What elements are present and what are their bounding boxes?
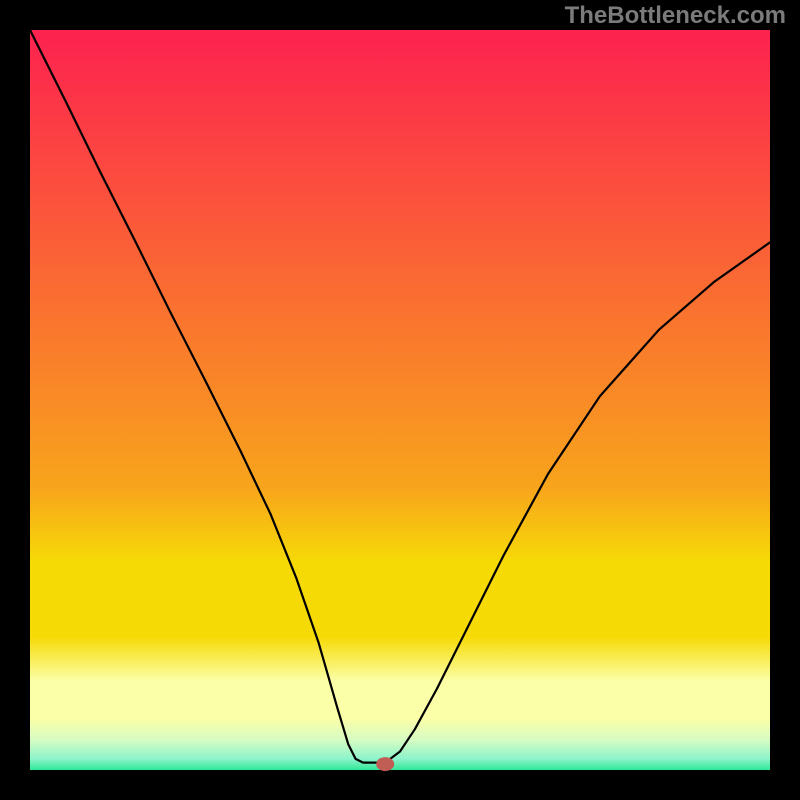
plot-background — [30, 30, 770, 770]
watermark-text: TheBottleneck.com — [565, 2, 786, 30]
minimum-marker — [376, 757, 394, 771]
bottleneck-chart: TheBottleneck.com — [0, 0, 800, 800]
chart-svg — [0, 0, 800, 800]
